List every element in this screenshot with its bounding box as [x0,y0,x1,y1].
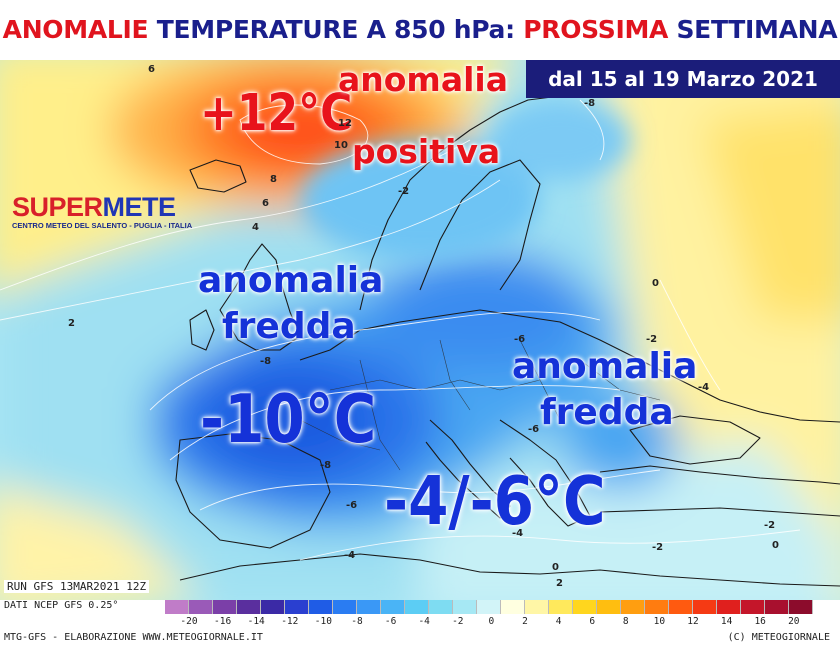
scale-tick-label: 16 [754,616,766,627]
contour-label: -2 [652,542,664,553]
color-swatch [405,600,429,614]
contour-label: -6 [346,500,358,511]
cold-east-value-label: -4/-6°C [384,462,606,541]
contour-label: 4 [252,222,259,233]
scale-tick-label: 14 [720,616,733,627]
color-swatch [357,600,381,614]
color-swatch [741,600,765,614]
color-swatch [285,600,309,614]
color-swatch [549,600,573,614]
scale-tick-label: -4 [418,616,430,627]
contour-label: -8 [584,98,596,109]
color-swatch [645,600,669,614]
contour-label: -2 [764,520,776,531]
contour-label: 0 [652,278,659,289]
scale-tick-label: -2 [452,616,464,627]
contour-label: 6 [262,198,269,209]
color-swatch [261,600,285,614]
color-swatch [525,600,549,614]
contour-label: 6 [148,64,155,75]
color-swatch [717,600,741,614]
color-swatch [453,600,477,614]
warm-word1-label: anomalia [338,60,508,99]
warm-word2-label: positiva [352,132,501,171]
scale-tick-label: -20 [180,616,198,627]
scale-tick-label: -12 [281,616,299,627]
anomaly-map [0,60,840,600]
contour-label: -4 [512,528,524,539]
color-swatch [789,600,813,614]
contour-label: -4 [698,382,710,393]
contour-label: -2 [646,334,658,345]
contour-label: 10 [334,140,348,151]
contour-label: 12 [338,118,352,129]
run-info: RUN GFS 13MAR2021 12Z [4,580,150,593]
scale-tick-label: 0 [488,616,495,627]
scale-tick-label: -6 [384,616,397,627]
color-swatch [165,600,189,614]
color-swatch [765,600,789,614]
contour-label: -4 [344,550,356,561]
color-swatch [429,600,453,614]
color-swatch [621,600,645,614]
color-swatch [693,600,717,614]
color-swatch [573,600,597,614]
contour-label: 2 [68,318,75,329]
date-range-box: dal 15 al 19 Marzo 2021 [526,60,840,98]
footer-copyright: (C) METEOGIORNALE [727,632,830,643]
color-swatch [669,600,693,614]
color-swatch [237,600,261,614]
data-source-label: DATI NCEP GFS 0.25° [4,600,119,611]
scale-tick-label: 2 [522,616,528,627]
contour-label: -6 [514,334,526,345]
scale-tick-label: 8 [622,616,629,627]
color-swatch [477,600,501,614]
scale-tick-label: -10 [314,616,332,627]
color-swatch [309,600,333,614]
scale-tick-label: 4 [555,616,562,627]
scale-tick-label: -8 [351,616,363,627]
map-graphic [0,60,840,600]
color-swatch [501,600,525,614]
footer-credit: MTG-GFS - ELABORAZIONE WWW.METEOGIORNALE… [4,632,263,643]
scale-tick-label: 12 [687,616,699,627]
warm-value-label: +12°C [200,84,353,143]
supermeteo-logo: SUPERMETE CENTRO METEO DEL SALENTO - PUG… [12,192,193,230]
color-swatch [381,600,405,614]
cold-east-word1-label: anomalia [512,346,698,387]
contour-label: -8 [320,460,332,471]
cold-west-value-label: -10°C [200,380,377,459]
scale-tick-label: 20 [788,616,800,627]
contour-label: 0 [552,562,559,573]
color-swatch [597,600,621,614]
color-swatch [213,600,237,614]
coastlines [175,95,840,587]
cold-west-word1-label: anomalia [198,260,384,301]
scale-tick-label: -14 [247,616,265,627]
scale-tick-label: -16 [214,616,232,627]
color-swatch [189,600,213,614]
cold-west-word2-label: fredda [222,306,356,347]
contour-label: 2 [556,578,563,589]
contour-label: -8 [260,356,272,367]
page-title: ANOMALIE TEMPERATURE A 850 hPa: PROSSIMA… [0,0,840,60]
legend-panel: DATI NCEP GFS 0.25° -20 -16 -14 -12 -10 -8 -6-… [0,600,840,648]
contour-label: -2 [398,186,410,197]
contour-label: -6 [528,424,540,435]
scale-tick-label: 6 [589,616,596,627]
contour-label: 0 [772,540,779,551]
contour-label: 8 [270,174,277,185]
color-scale [165,600,813,614]
cold-east-word2-label: fredda [540,392,674,433]
color-swatch [333,600,357,614]
scale-tick-label: 10 [653,616,666,627]
